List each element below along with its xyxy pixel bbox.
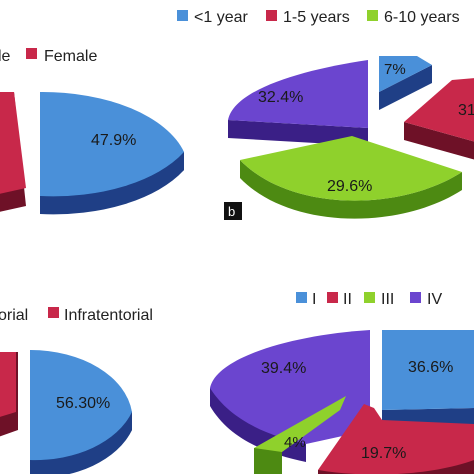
legend-label-grade-ii: II [343, 291, 352, 308]
legend-swatch-under-1-year [177, 10, 188, 21]
slice-grade-i [382, 330, 474, 410]
legend-label-1-5-years: 1-5 years [283, 9, 350, 26]
data-label-grade-iii: 4% [284, 434, 306, 451]
slice-under-1-year-side [379, 65, 432, 110]
data-label-male: 47.9% [91, 132, 136, 149]
legend-swatch-grade-i [296, 292, 307, 303]
slice-female [0, 92, 26, 194]
legend-grade: I II III IV [296, 291, 442, 308]
panel-label: b [228, 204, 235, 219]
legend-swatch-female [26, 48, 37, 59]
slice-6-10-years-side [240, 160, 462, 219]
legend-swatch-1-5-years [266, 10, 277, 21]
legend-label-infratentorial: Infratentorial [64, 307, 153, 324]
legend-duration: <1 year 1-5 years 6-10 years [177, 9, 460, 26]
slice-grade-iii [254, 396, 346, 452]
slice-6-10-years-side-purple [228, 120, 368, 146]
legend-label-grade-i: I [312, 291, 316, 308]
slice-1-5-years [404, 78, 474, 142]
slice-infratentorial [0, 352, 16, 417]
slice-supratentorial-side [30, 412, 132, 474]
data-label-grade-ii: 19.7% [361, 445, 406, 462]
legend-swatch-grade-ii [327, 292, 338, 303]
slice-under-1-year [379, 56, 432, 92]
data-label-supratentorial: 56.30% [56, 395, 110, 412]
legend-label-grade-iii: III [381, 291, 394, 308]
slice-6-10-years [240, 136, 462, 201]
legend-location: orial Infratentorial [0, 307, 153, 324]
legend-label-grade-iv: IV [427, 291, 442, 308]
legend-swatch-6-10-years [367, 10, 378, 21]
legend-gender: le Female [0, 48, 97, 65]
legend-swatch-grade-iv [410, 292, 421, 303]
panel-label-box [224, 202, 242, 220]
slice-supratentorial [30, 349, 132, 461]
slice-1-5-years-side [404, 122, 474, 160]
slice-male [40, 91, 184, 197]
data-label-grade-i: 36.6% [408, 359, 453, 376]
data-label-under-1-year: 7% [384, 61, 406, 78]
legend-swatch-grade-iii [364, 292, 375, 303]
slice-over-10-years [228, 60, 368, 128]
chart-duration: <1 year 1-5 years 6-10 years 32.4% 7% 31… [177, 9, 474, 220]
legend-label-under-1-year: <1 year [194, 9, 248, 26]
data-label-over-10-years: 32.4% [258, 89, 303, 106]
legend-label-male: le [0, 48, 11, 65]
chart-gender: le Female 47.9% [0, 48, 184, 215]
slice-male-side [40, 152, 184, 215]
chart-grade: I II III IV 39.4% 36.6% 4% 19.7% [210, 291, 474, 474]
data-label-grade-iv: 39.4% [261, 360, 306, 377]
data-label-1-5-years: 31 [458, 102, 474, 119]
slice-grade-ii [318, 404, 474, 474]
chart-location: orial Infratentorial 56.30% [0, 307, 153, 474]
legend-label-supratentorial: orial [0, 307, 28, 324]
slice-grade-iii-side [254, 448, 282, 474]
legend-label-female: Female [44, 48, 97, 65]
legend-label-6-10-years: 6-10 years [384, 9, 460, 26]
legend-swatch-infratentorial [48, 307, 59, 318]
data-label-6-10-years: 29.6% [327, 178, 372, 195]
